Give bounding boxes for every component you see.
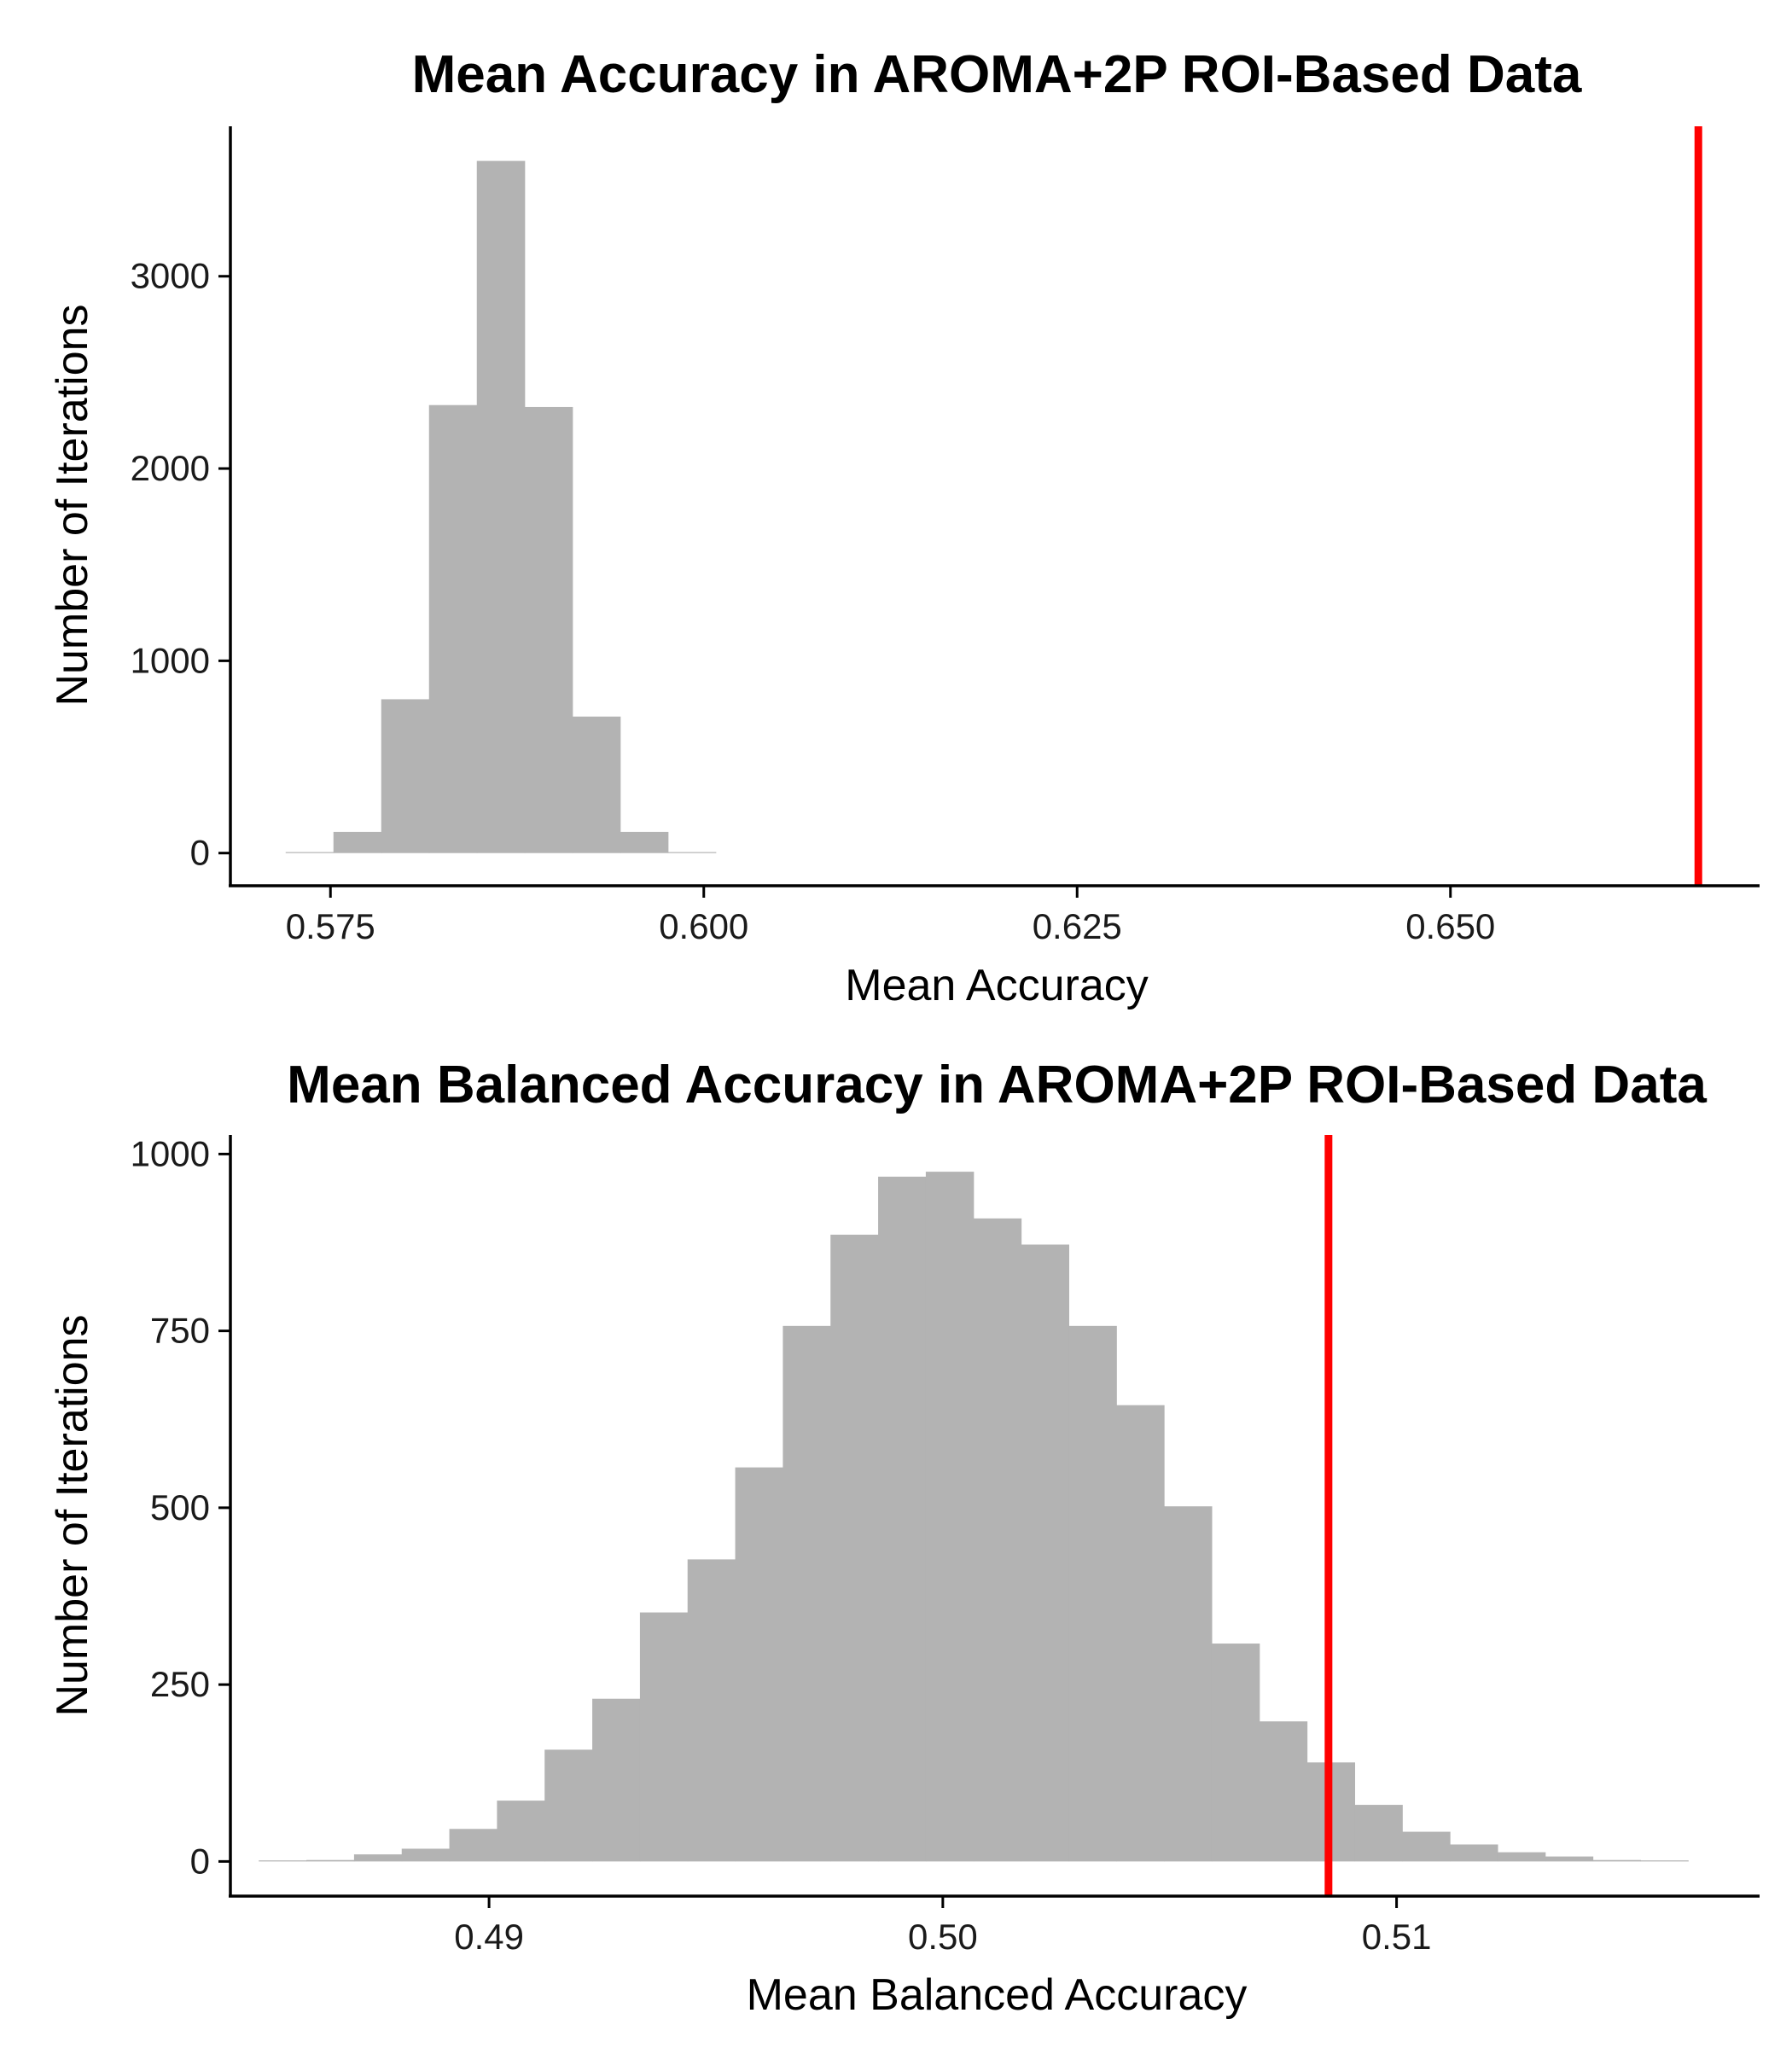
- histogram-bar: [428, 404, 478, 853]
- histogram-bar: [592, 1698, 641, 1862]
- x-axis-title: Mean Balanced Accuracy: [747, 1970, 1248, 2020]
- x-axis-ticks: 0.575 0.600 0.625 0.650: [286, 886, 1495, 946]
- x-tick-label: 0.51: [1362, 1917, 1432, 1957]
- histogram-bar: [830, 1234, 879, 1862]
- chart-panel-mean-accuracy: Mean Accuracy in AROMA+2P ROI-Based Data…: [48, 45, 1760, 1010]
- histogram-bar: [306, 1859, 355, 1862]
- x-tick-label: 0.50: [908, 1917, 978, 1957]
- y-tick-label: 1000: [131, 640, 210, 680]
- histogram-bar: [1592, 1859, 1642, 1862]
- histogram-bar: [401, 1848, 451, 1862]
- y-tick-label: 0: [190, 1841, 210, 1881]
- y-tick-label: 750: [150, 1311, 210, 1351]
- histogram-bar: [878, 1176, 927, 1862]
- histogram-bar: [476, 160, 526, 853]
- histogram-bar: [353, 1854, 403, 1862]
- histogram-bar: [1545, 1856, 1594, 1862]
- histogram-bar: [925, 1172, 975, 1862]
- histogram-bar: [620, 831, 669, 853]
- x-tick-label: 0.600: [659, 906, 748, 946]
- y-axis-title: Number of Iterations: [48, 304, 97, 706]
- histogram-bar: [1354, 1805, 1403, 1862]
- histogram-bar: [497, 1801, 545, 1862]
- y-axis-ticks: 0 1000 2000 3000: [131, 256, 230, 873]
- histogram-bar: [449, 1829, 497, 1862]
- histogram-bar: [381, 699, 430, 853]
- histogram-bar: [973, 1218, 1022, 1862]
- histogram-bar: [259, 1860, 307, 1862]
- histogram-bar: [783, 1325, 831, 1862]
- histogram-bar: [544, 1749, 593, 1862]
- histogram-bar: [667, 852, 717, 853]
- x-tick-label: 0.625: [1033, 906, 1122, 946]
- y-tick-label: 250: [150, 1664, 210, 1704]
- chart-title: Mean Accuracy in AROMA+2P ROI-Based Data: [412, 45, 1582, 104]
- x-tick-label: 0.575: [286, 906, 375, 946]
- y-tick-label: 1000: [131, 1133, 210, 1173]
- histogram-bars: [259, 1172, 1689, 1862]
- histogram-bar: [285, 852, 335, 853]
- histogram-bar: [1164, 1506, 1213, 1862]
- y-axis-ticks: 0 250 500 750 1000: [131, 1133, 230, 1881]
- chart-title: Mean Balanced Accuracy in AROMA+2P ROI-B…: [287, 1056, 1707, 1114]
- y-tick-label: 3000: [131, 256, 210, 296]
- x-tick-label: 0.49: [454, 1917, 524, 1957]
- histogram-bar: [333, 831, 382, 853]
- histogram-bar: [1259, 1721, 1308, 1862]
- y-axis-title: Number of Iterations: [48, 1314, 97, 1716]
- histogram-bar: [1211, 1644, 1260, 1862]
- histogram-bar: [735, 1467, 783, 1862]
- y-tick-label: 0: [190, 833, 210, 873]
- histogram-bar: [1402, 1831, 1451, 1862]
- histogram-bar: [1640, 1860, 1689, 1862]
- histogram-bar: [1021, 1244, 1070, 1862]
- histogram-bar: [1068, 1325, 1117, 1862]
- x-axis-title: Mean Accuracy: [845, 961, 1149, 1010]
- y-tick-label: 2000: [131, 448, 210, 488]
- histogram-bar: [524, 406, 573, 853]
- histogram-bar: [1497, 1852, 1546, 1862]
- histogram-bar: [687, 1559, 736, 1862]
- y-tick-label: 500: [150, 1487, 210, 1527]
- histogram-bar: [639, 1612, 689, 1862]
- x-axis-ticks: 0.49 0.50 0.51: [454, 1896, 1431, 1957]
- x-tick-label: 0.650: [1405, 906, 1495, 946]
- histogram-bar: [572, 716, 621, 853]
- histogram-bar: [1450, 1844, 1498, 1862]
- chart-panel-mean-balanced-accuracy: Mean Balanced Accuracy in AROMA+2P ROI-B…: [48, 1056, 1760, 2020]
- histogram-bars: [285, 160, 717, 853]
- histogram-bar: [1116, 1405, 1165, 1862]
